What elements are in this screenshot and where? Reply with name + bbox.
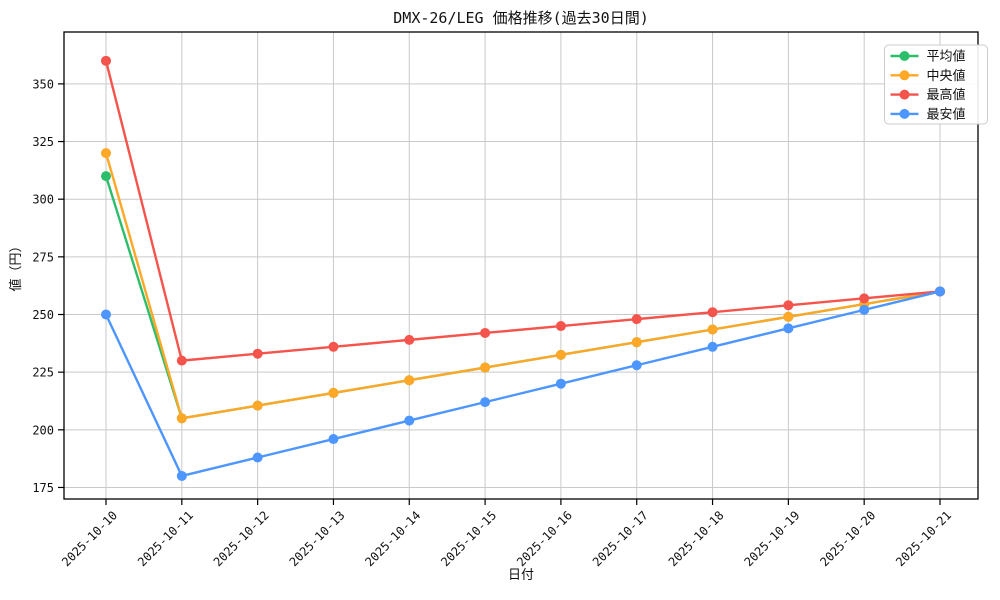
legend-item-最安値: 最安値	[890, 106, 966, 122]
data-point	[707, 341, 718, 352]
data-point	[631, 337, 642, 348]
y-axis-label: 値（円）	[8, 239, 24, 291]
legend-item-中央値: 中央値	[890, 68, 966, 84]
data-point	[631, 360, 642, 371]
data-point	[783, 311, 794, 322]
data-point	[555, 349, 566, 360]
series-最高値	[101, 55, 945, 366]
data-point	[101, 309, 111, 320]
legend-dot-marker	[899, 108, 910, 119]
legend-label: 中央値	[927, 68, 966, 84]
data-point	[707, 307, 718, 318]
y-tick-label: 175	[32, 481, 54, 495]
legend-box	[884, 44, 988, 125]
series-line	[104, 290, 942, 478]
data-point	[101, 148, 111, 159]
legend-label: 最安値	[927, 106, 966, 122]
y-tick-label: 200	[32, 423, 54, 437]
data-point	[555, 321, 566, 332]
legend-item-平均値: 平均値	[890, 49, 966, 65]
data-point	[783, 300, 794, 311]
y-tick-label: 325	[32, 135, 54, 149]
data-point	[404, 415, 415, 426]
plot-area	[64, 32, 978, 499]
data-point	[783, 323, 794, 334]
y-tick-label: 225	[32, 366, 54, 380]
data-point	[859, 293, 870, 304]
legend-dot-marker	[899, 70, 910, 81]
data-point	[328, 341, 339, 352]
data-point	[176, 413, 187, 424]
data-point	[101, 171, 111, 182]
data-point	[404, 375, 415, 386]
data-point	[555, 378, 566, 389]
data-point	[480, 362, 491, 373]
gridlines	[64, 32, 978, 499]
data-point	[252, 452, 263, 463]
legend-label: 平均値	[927, 49, 966, 65]
data-point	[404, 334, 415, 345]
data-point	[252, 400, 263, 411]
data-point	[480, 397, 491, 408]
data-point	[859, 304, 870, 315]
legend-label: 最高値	[927, 87, 966, 103]
series-最安値	[101, 286, 945, 481]
x-axis-label: 日付	[508, 568, 534, 583]
y-tick-label: 250	[32, 308, 54, 322]
data-point	[101, 55, 111, 66]
data-point	[176, 470, 187, 481]
y-tick-label: 300	[32, 193, 54, 207]
data-point	[631, 314, 642, 325]
axes-border	[63, 31, 979, 500]
y-tick-label: 275	[32, 250, 54, 264]
data-point	[328, 434, 339, 445]
data-point	[252, 348, 263, 359]
legend-item-最高値: 最高値	[890, 87, 966, 103]
data-point	[480, 327, 491, 338]
tick-marks	[58, 83, 941, 505]
legend-dot-marker	[899, 51, 910, 61]
data-point	[707, 324, 718, 335]
series-line	[104, 151, 942, 420]
series-line	[104, 59, 942, 362]
data-point	[935, 286, 945, 297]
legend-dot-marker	[899, 89, 910, 100]
chart-title: DMX-26/LEG 価格推移(過去30日間)	[393, 9, 648, 27]
data-point	[176, 355, 187, 366]
data-point	[328, 387, 339, 398]
y-tick-label: 350	[32, 77, 54, 91]
